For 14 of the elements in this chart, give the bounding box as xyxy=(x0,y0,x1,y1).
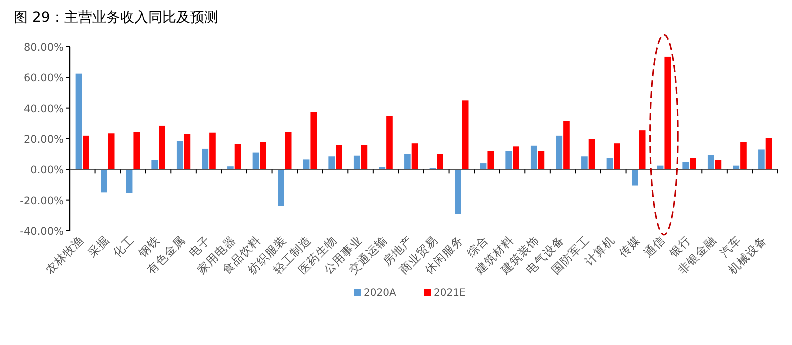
legend-label: 2020A xyxy=(364,288,396,299)
legend-label: 2021E xyxy=(434,288,466,299)
y-tick-label: 80.00% xyxy=(24,42,64,54)
x-tick-label: 化工 xyxy=(110,233,138,260)
y-tick-label: 20.00% xyxy=(24,134,64,146)
x-tick-label: 传媒 xyxy=(616,233,644,260)
y-tick-label: 60.00% xyxy=(24,72,64,85)
y-tick-label: -20.00% xyxy=(20,195,64,208)
y-tick-label: 40.00% xyxy=(24,103,64,116)
y-tick-label: -40.00% xyxy=(20,226,64,238)
x-tick-label: 采掘 xyxy=(85,233,112,260)
x-tick-label: 通信 xyxy=(641,233,668,260)
chart-title: 图 29：主营业务收入同比及预测 xyxy=(14,10,218,26)
y-tick-label: 0.00% xyxy=(30,164,64,177)
